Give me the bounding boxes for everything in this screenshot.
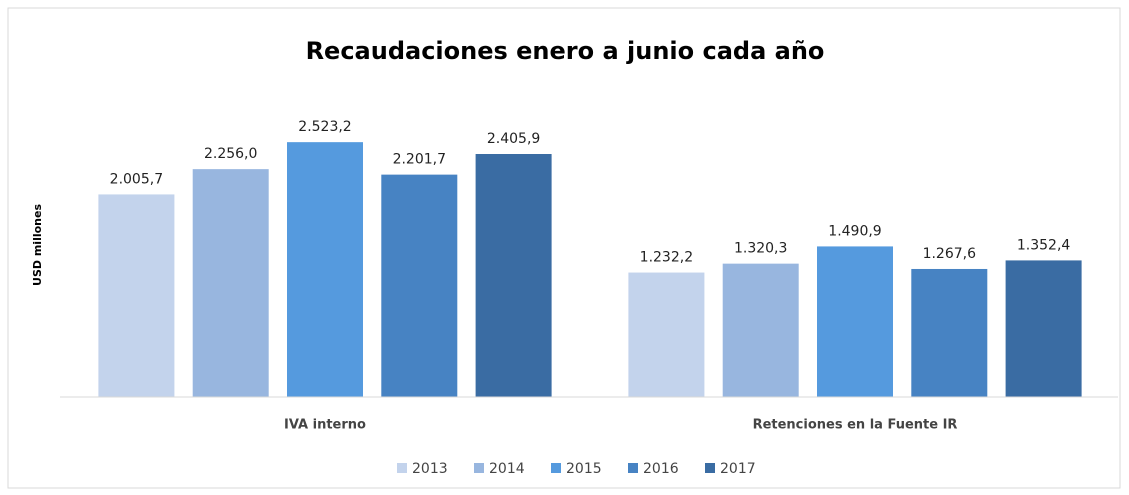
- bar: [475, 154, 552, 397]
- value-label: 1.490,9: [828, 223, 881, 239]
- value-label: 1.352,4: [1017, 237, 1071, 253]
- value-label: 2.405,9: [487, 131, 540, 147]
- bar: [381, 174, 458, 397]
- bar: [722, 263, 799, 397]
- legend-swatch: [705, 463, 715, 473]
- bar: [911, 268, 988, 397]
- bar: [817, 246, 893, 397]
- value-label: 2.256,0: [204, 146, 257, 162]
- y-axis-label: USD millones: [31, 204, 44, 286]
- legend-swatch: [628, 463, 638, 473]
- value-label: 2.201,7: [393, 152, 446, 168]
- bar: [98, 194, 175, 397]
- value-label: 2.523,2: [298, 119, 351, 135]
- legend-label: 2016: [643, 461, 679, 477]
- bar: [1005, 260, 1082, 397]
- legend-swatch: [397, 463, 407, 473]
- x-tick-label: Retenciones en la Fuente IR: [753, 418, 958, 433]
- x-tick-label: IVA interno: [284, 418, 366, 433]
- legend-label: 2014: [489, 461, 525, 477]
- legend-swatch: [551, 463, 561, 473]
- legend-label: 2013: [412, 461, 448, 477]
- legend-label: 2017: [720, 461, 756, 477]
- bar: [287, 142, 363, 397]
- value-label: 1.232,2: [640, 250, 693, 266]
- chart-title: Recaudaciones enero a junio cada año: [306, 37, 825, 65]
- value-label: 2.005,7: [110, 171, 163, 187]
- value-label: 1.267,6: [923, 246, 977, 262]
- value-label: 1.320,3: [734, 241, 787, 257]
- bar: [628, 272, 705, 397]
- legend-label: 2015: [566, 461, 602, 477]
- legend-swatch: [474, 463, 484, 473]
- bar: [192, 169, 269, 397]
